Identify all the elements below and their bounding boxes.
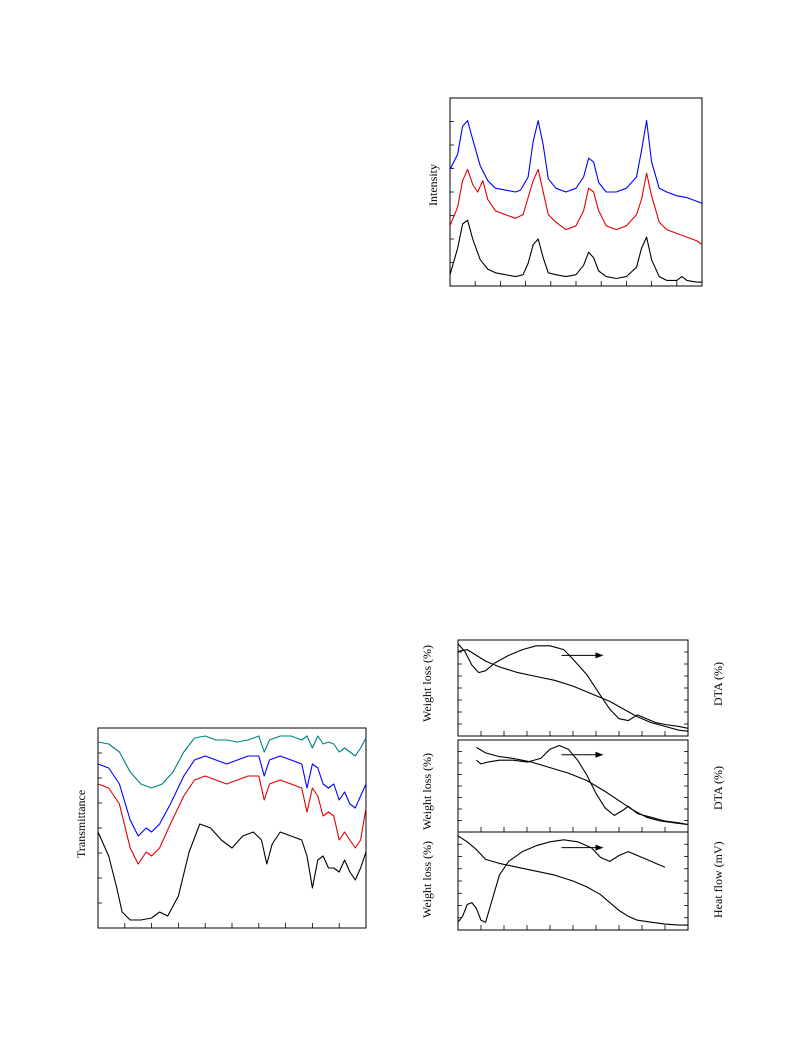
chart-thermal-2-ylabel: Weight loss (%) xyxy=(420,752,434,830)
chart-thermal-1-ylabel2: DTA (%) xyxy=(711,661,725,706)
arrow-head-icon xyxy=(595,844,604,851)
series-line-2 xyxy=(449,219,702,283)
chart-transmittance-ylabel: Transmittance xyxy=(74,789,88,858)
chart-thermal-1 xyxy=(452,636,692,740)
series-line-0 xyxy=(457,649,689,732)
chart-transmittance-svg xyxy=(97,727,367,929)
chart-thermal-1-svg xyxy=(457,639,689,737)
series-line-0 xyxy=(457,835,688,926)
chart-thermal-2-ylabel2: DTA (%) xyxy=(711,765,725,810)
series-line-1 xyxy=(476,744,689,826)
chart-thermal-3-ylabel: Weight loss (%) xyxy=(420,840,434,918)
arrow-head-icon xyxy=(595,652,604,659)
plot-frame xyxy=(97,727,367,929)
series-line-1 xyxy=(457,839,666,923)
chart-thermal-1-ylabel: Weight loss (%) xyxy=(420,644,434,722)
series-line-1 xyxy=(97,755,367,837)
series-line-1 xyxy=(457,643,689,729)
chart-thermal-2-svg xyxy=(457,739,689,833)
series-line-0 xyxy=(97,735,367,789)
series-line-1 xyxy=(449,168,703,246)
chart-intensity xyxy=(436,90,706,300)
chart-transmittance xyxy=(90,720,370,940)
plot-frame xyxy=(449,97,703,287)
arrow-head-icon xyxy=(595,751,604,758)
chart-thermal-3 xyxy=(452,830,692,934)
chart-thermal-3-ylabel2: Heat flow (mV) xyxy=(711,841,725,918)
chart-thermal-3-svg xyxy=(457,831,689,931)
chart-thermal-2 xyxy=(452,736,692,836)
series-line-0 xyxy=(476,746,689,826)
series-line-2 xyxy=(97,775,367,865)
series-line-3 xyxy=(97,823,367,921)
series-line-0 xyxy=(449,120,703,204)
chart-intensity-svg xyxy=(449,97,703,287)
chart-intensity-ylabel: Intensity xyxy=(426,164,440,206)
